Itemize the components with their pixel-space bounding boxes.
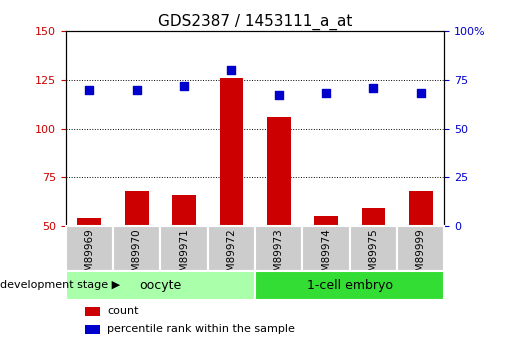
- Bar: [267, 117, 290, 226]
- Bar: [208, 226, 255, 271]
- Point: [85, 87, 93, 92]
- Text: GSM89969: GSM89969: [84, 228, 94, 285]
- Bar: [220, 78, 243, 226]
- Bar: [85, 307, 100, 316]
- Text: oocyte: oocyte: [139, 279, 181, 292]
- Bar: [113, 226, 161, 271]
- Point: [369, 85, 377, 90]
- Bar: [125, 191, 148, 226]
- Text: GSM89970: GSM89970: [132, 228, 142, 285]
- Text: development stage ▶: development stage ▶: [0, 280, 120, 290]
- Point: [227, 67, 235, 73]
- Text: GSM89972: GSM89972: [226, 228, 236, 285]
- Bar: [172, 195, 196, 226]
- Bar: [85, 325, 100, 334]
- Point: [322, 91, 330, 96]
- Point: [275, 92, 283, 98]
- Bar: [397, 226, 444, 271]
- Text: GSM89975: GSM89975: [368, 228, 378, 285]
- Text: GSM89973: GSM89973: [274, 228, 284, 285]
- Bar: [362, 208, 385, 226]
- Bar: [255, 271, 444, 300]
- Text: GSM89999: GSM89999: [416, 228, 426, 285]
- Text: GSM89971: GSM89971: [179, 228, 189, 285]
- Bar: [302, 226, 349, 271]
- Text: GSM89974: GSM89974: [321, 228, 331, 285]
- Text: count: count: [107, 306, 139, 316]
- Text: percentile rank within the sample: percentile rank within the sample: [107, 324, 295, 334]
- Bar: [66, 226, 113, 271]
- Text: 1-cell embryo: 1-cell embryo: [307, 279, 393, 292]
- Point: [133, 87, 141, 92]
- Bar: [349, 226, 397, 271]
- Bar: [77, 218, 101, 226]
- Bar: [161, 226, 208, 271]
- Bar: [255, 226, 302, 271]
- Bar: [314, 216, 338, 226]
- Bar: [66, 271, 255, 300]
- Title: GDS2387 / 1453111_a_at: GDS2387 / 1453111_a_at: [158, 13, 352, 30]
- Point: [180, 83, 188, 88]
- Point: [417, 91, 425, 96]
- Bar: [409, 191, 433, 226]
